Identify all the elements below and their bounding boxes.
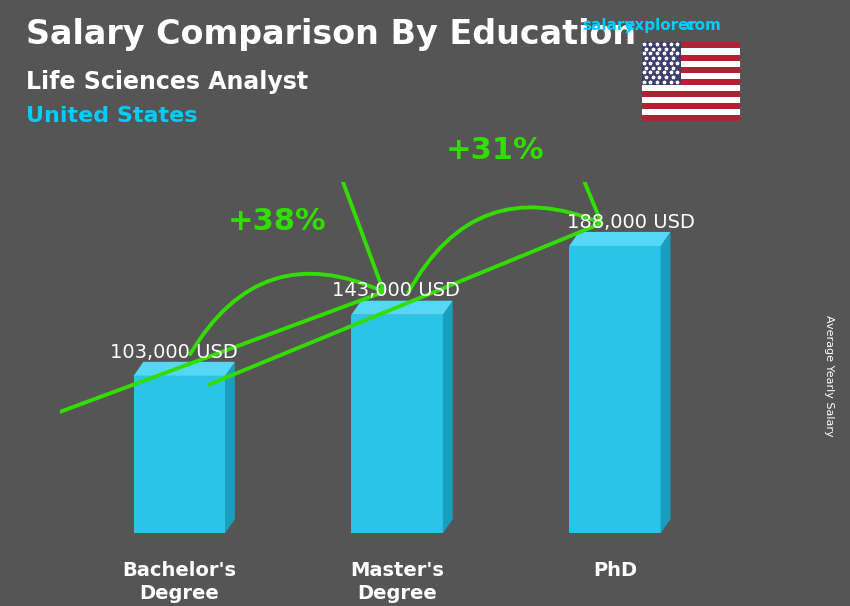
Polygon shape [351,301,453,315]
Polygon shape [443,301,453,533]
Bar [133,376,225,533]
Text: .com: .com [680,18,721,33]
Bar [351,315,443,533]
Bar [642,91,740,97]
Bar [642,42,681,85]
Bar [642,85,740,91]
Text: PhD: PhD [592,561,637,580]
Bar [642,97,740,103]
Bar [570,246,660,533]
Bar [642,55,740,61]
Bar [642,67,740,73]
Polygon shape [225,362,235,533]
Text: salary: salary [582,18,635,33]
Text: Average Yearly Salary: Average Yearly Salary [824,315,834,436]
Bar [642,73,740,79]
Text: 188,000 USD: 188,000 USD [567,213,695,231]
Text: 143,000 USD: 143,000 USD [332,281,460,301]
Bar [642,42,740,48]
Text: Degree: Degree [357,584,437,603]
Polygon shape [570,232,671,246]
Text: Salary Comparison By Education: Salary Comparison By Education [26,18,636,51]
FancyArrowPatch shape [209,0,602,385]
Text: explorer: explorer [625,18,697,33]
Text: 103,000 USD: 103,000 USD [110,342,237,362]
Bar [642,109,740,115]
Text: Degree: Degree [139,584,219,603]
Bar [642,48,740,55]
Text: +38%: +38% [228,207,326,236]
Text: +31%: +31% [445,136,545,165]
Text: Bachelor's: Bachelor's [122,561,236,580]
Text: United States: United States [26,106,197,126]
Bar [642,61,740,67]
Polygon shape [660,232,671,533]
Bar [642,79,740,85]
Text: Life Sciences Analyst: Life Sciences Analyst [26,70,308,94]
Polygon shape [133,362,235,376]
Bar [642,115,740,121]
Text: Master's: Master's [350,561,444,580]
FancyArrowPatch shape [0,0,383,439]
Bar [642,103,740,109]
